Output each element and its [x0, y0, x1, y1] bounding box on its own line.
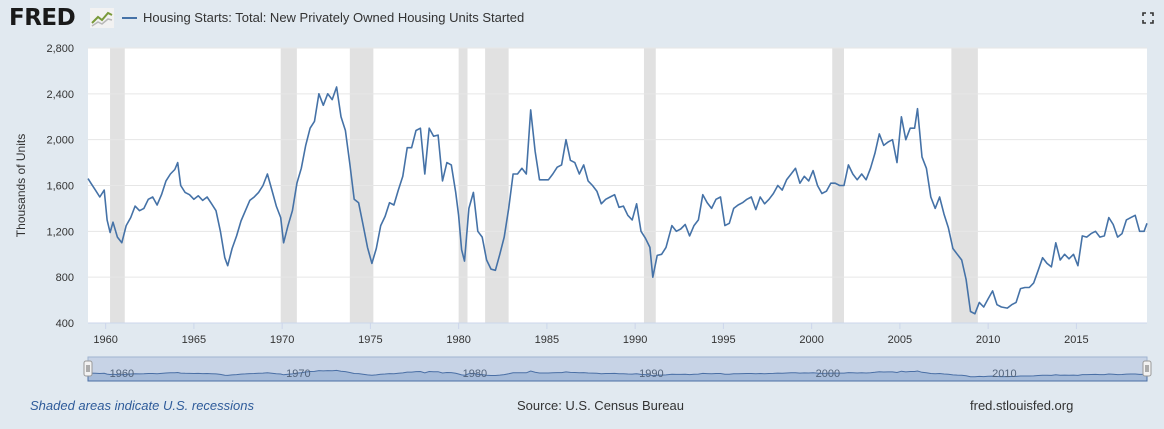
x-tick-label: 2000	[799, 334, 823, 346]
x-tick-label: 1980	[446, 334, 470, 346]
navigator-label: 1960	[110, 368, 134, 380]
chart-title: Housing Starts: Total: New Privately Own…	[143, 10, 525, 25]
navigator-label: 1990	[639, 368, 663, 380]
line-chart: 400 800 1,200 1,600 2,000 2,400 2,800 Thousands…	[14, 43, 1152, 382]
fred-logo[interactable]: FRED	[9, 5, 76, 31]
x-tick-label: 1995	[711, 334, 735, 346]
legend-series-swatch	[122, 17, 137, 19]
navigator-label: 2000	[816, 368, 840, 380]
y-tick-label: 2,800	[46, 43, 74, 55]
navigator-label: 1980	[463, 368, 487, 380]
y-tick-label: 1,600	[46, 181, 74, 193]
line-chart-mark-icon	[90, 8, 114, 28]
y-tick-label: 2,000	[46, 135, 74, 147]
x-tick-label: 1970	[270, 334, 294, 346]
x-tick-label: 1990	[623, 334, 647, 346]
site-link[interactable]: fred.stlouisfed.org	[970, 398, 1074, 413]
navigator-handle-right[interactable]	[1142, 360, 1152, 377]
y-tick-label: 1,200	[46, 226, 74, 238]
fullscreen-expand-icon[interactable]	[1142, 12, 1154, 24]
x-tick-label: 2010	[976, 334, 1000, 346]
y-tick-label: 2,400	[46, 89, 74, 101]
y-axis-label: Thousands of Units	[14, 134, 28, 237]
recession-note-link[interactable]: Shaded areas indicate U.S. recessions	[30, 398, 255, 413]
source-label: Source: U.S. Census Bureau	[517, 398, 684, 413]
y-tick-label: 800	[56, 272, 74, 284]
x-tick-label: 2005	[888, 334, 912, 346]
x-tick-label: 1960	[93, 334, 117, 346]
x-tick-label: 2015	[1064, 334, 1088, 346]
series-line	[87, 86, 1148, 315]
x-tick-label: 1965	[182, 334, 206, 346]
navigator-label: 1970	[286, 368, 310, 380]
navigator-handle-left[interactable]	[83, 360, 93, 377]
navigator-series	[87, 369, 1148, 382]
y-tick-label: 400	[56, 318, 74, 330]
chart-header: FRED Housing Starts: Total: New Privatel…	[0, 0, 1164, 38]
chart-footer: Shaded areas indicate U.S. recessions So…	[0, 398, 1164, 418]
x-tick-label: 1985	[535, 334, 559, 346]
x-tick-label: 1975	[358, 334, 382, 346]
navigator-label: 2010	[992, 368, 1016, 380]
